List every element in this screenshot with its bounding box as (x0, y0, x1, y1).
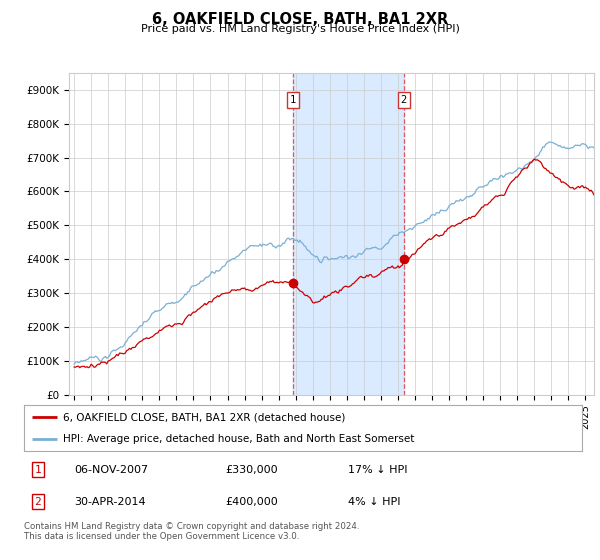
Text: 1: 1 (290, 95, 296, 105)
Text: Contains HM Land Registry data © Crown copyright and database right 2024.
This d: Contains HM Land Registry data © Crown c… (24, 522, 359, 542)
Bar (293, 73, 404, 395)
Text: 6, OAKFIELD CLOSE, BATH, BA1 2XR (detached house): 6, OAKFIELD CLOSE, BATH, BA1 2XR (detach… (63, 412, 346, 422)
Text: 17% ↓ HPI: 17% ↓ HPI (347, 465, 407, 475)
Text: 06-NOV-2007: 06-NOV-2007 (74, 465, 148, 475)
Text: £330,000: £330,000 (225, 465, 278, 475)
Text: 2: 2 (35, 497, 41, 507)
Text: £400,000: £400,000 (225, 497, 278, 507)
Text: 30-APR-2014: 30-APR-2014 (74, 497, 146, 507)
Text: Price paid vs. HM Land Registry's House Price Index (HPI): Price paid vs. HM Land Registry's House … (140, 24, 460, 34)
Text: 2: 2 (400, 95, 407, 105)
Text: 6, OAKFIELD CLOSE, BATH, BA1 2XR: 6, OAKFIELD CLOSE, BATH, BA1 2XR (152, 12, 448, 27)
Text: 4% ↓ HPI: 4% ↓ HPI (347, 497, 400, 507)
Text: HPI: Average price, detached house, Bath and North East Somerset: HPI: Average price, detached house, Bath… (63, 435, 415, 444)
Text: 1: 1 (35, 465, 41, 475)
